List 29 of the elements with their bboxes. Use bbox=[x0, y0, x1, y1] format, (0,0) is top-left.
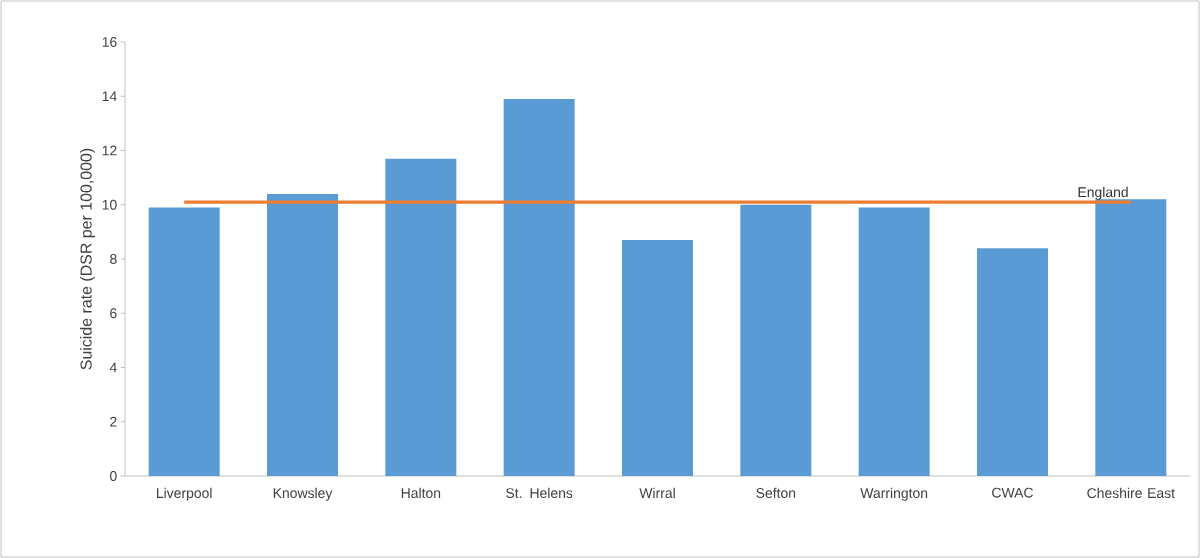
x-tick-label: Wirral bbox=[639, 487, 675, 499]
x-tick-label: Knowsley bbox=[273, 487, 333, 501]
y-axis-title: Suicide rate (DSR per 100,000) bbox=[80, 148, 95, 370]
bar bbox=[1095, 199, 1167, 476]
series-label: England bbox=[1078, 186, 1128, 200]
x-tick-label: Sefton bbox=[756, 487, 796, 498]
y-tick-label: 6 bbox=[110, 308, 117, 319]
bar bbox=[503, 98, 575, 476]
bar bbox=[385, 158, 457, 476]
x-tick-label: St. Helens bbox=[506, 487, 573, 499]
y-tick-label: 2 bbox=[110, 416, 117, 427]
bar bbox=[267, 193, 338, 476]
bar bbox=[622, 240, 693, 476]
y-tick-label: 14 bbox=[102, 91, 117, 102]
x-tick-label: Cheshire East bbox=[1087, 487, 1175, 499]
y-tick-label: 8 bbox=[110, 254, 117, 264]
x-tick-label: Warrington bbox=[860, 487, 928, 501]
y-tick-label: 16 bbox=[102, 37, 117, 47]
bar bbox=[858, 207, 930, 476]
x-tick-label: Halton bbox=[401, 487, 441, 499]
x-tick-label: CWAC bbox=[992, 487, 1034, 498]
bar bbox=[740, 204, 812, 476]
bar bbox=[976, 248, 1048, 476]
x-tick-label: Liverpool bbox=[157, 487, 212, 501]
y-tick-label: 12 bbox=[102, 145, 117, 156]
bar bbox=[148, 207, 220, 476]
y-tick-label: 10 bbox=[102, 199, 117, 210]
y-tick-label: 0 bbox=[110, 471, 117, 481]
y-tick-label: 4 bbox=[109, 362, 117, 373]
